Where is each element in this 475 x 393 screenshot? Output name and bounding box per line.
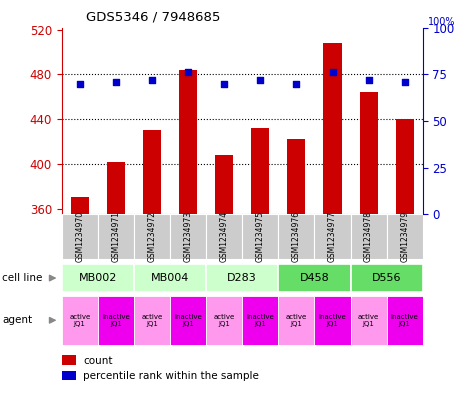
Text: count: count — [84, 356, 113, 366]
Point — [220, 81, 228, 87]
Point — [256, 77, 264, 83]
Text: active
JQ1: active JQ1 — [69, 314, 90, 327]
Text: inactive
JQ1: inactive JQ1 — [102, 314, 130, 327]
Bar — [351, 264, 423, 292]
Text: GSM1234979: GSM1234979 — [400, 211, 409, 263]
Text: active
JQ1: active JQ1 — [142, 314, 162, 327]
Point — [329, 69, 336, 75]
Bar — [179, 70, 197, 214]
Text: GSM1234973: GSM1234973 — [184, 211, 192, 263]
Bar — [242, 214, 278, 259]
Bar — [242, 296, 278, 345]
Point — [365, 77, 372, 83]
Text: GDS5346 / 7948685: GDS5346 / 7948685 — [86, 11, 220, 24]
Text: D458: D458 — [300, 273, 329, 283]
Text: GSM1234972: GSM1234972 — [148, 211, 156, 262]
Text: D283: D283 — [228, 273, 257, 283]
Bar — [351, 214, 387, 259]
Bar — [170, 214, 206, 259]
Text: inactive
JQ1: inactive JQ1 — [174, 314, 202, 327]
Bar — [62, 214, 98, 259]
Text: percentile rank within the sample: percentile rank within the sample — [84, 371, 259, 382]
Bar — [278, 214, 314, 259]
Point — [401, 79, 408, 85]
Bar — [387, 214, 423, 259]
Bar — [98, 296, 134, 345]
Bar — [98, 214, 134, 259]
Bar — [71, 197, 89, 214]
Bar — [278, 296, 314, 345]
Text: inactive
JQ1: inactive JQ1 — [247, 314, 274, 327]
Bar — [107, 162, 125, 214]
Point — [184, 69, 192, 75]
Bar — [396, 119, 414, 214]
Bar — [62, 371, 76, 380]
Bar — [62, 296, 98, 345]
Bar — [360, 92, 378, 214]
Text: MB004: MB004 — [151, 273, 189, 283]
Text: 100%: 100% — [428, 17, 456, 27]
Bar — [387, 296, 423, 345]
Point — [76, 81, 84, 87]
Text: active
JQ1: active JQ1 — [358, 314, 379, 327]
Bar — [62, 264, 134, 292]
Text: GSM1234974: GSM1234974 — [220, 211, 228, 263]
Bar — [206, 214, 242, 259]
Text: agent: agent — [2, 315, 32, 325]
Text: GSM1234978: GSM1234978 — [364, 211, 373, 262]
Point — [112, 79, 120, 85]
Bar — [314, 296, 351, 345]
Text: active
JQ1: active JQ1 — [214, 314, 235, 327]
Bar — [62, 355, 76, 365]
Text: MB002: MB002 — [79, 273, 117, 283]
Text: inactive
JQ1: inactive JQ1 — [391, 314, 418, 327]
Bar — [323, 43, 342, 214]
Bar — [278, 264, 351, 292]
Bar — [314, 214, 351, 259]
Point — [148, 77, 156, 83]
Bar — [287, 139, 305, 214]
Text: inactive
JQ1: inactive JQ1 — [319, 314, 346, 327]
Text: cell line: cell line — [2, 273, 43, 283]
Text: active
JQ1: active JQ1 — [286, 314, 307, 327]
Bar — [134, 214, 170, 259]
Bar — [134, 264, 206, 292]
Bar — [206, 264, 278, 292]
Text: GSM1234977: GSM1234977 — [328, 211, 337, 263]
Text: GSM1234971: GSM1234971 — [112, 211, 120, 262]
Point — [293, 81, 300, 87]
Text: D556: D556 — [372, 273, 401, 283]
Text: GSM1234975: GSM1234975 — [256, 211, 265, 263]
Bar — [170, 296, 206, 345]
Text: GSM1234970: GSM1234970 — [76, 211, 84, 263]
Bar — [143, 130, 161, 214]
Bar — [215, 155, 233, 214]
Bar — [251, 128, 269, 214]
Bar — [351, 296, 387, 345]
Bar — [134, 296, 170, 345]
Bar — [206, 296, 242, 345]
Text: GSM1234976: GSM1234976 — [292, 211, 301, 263]
